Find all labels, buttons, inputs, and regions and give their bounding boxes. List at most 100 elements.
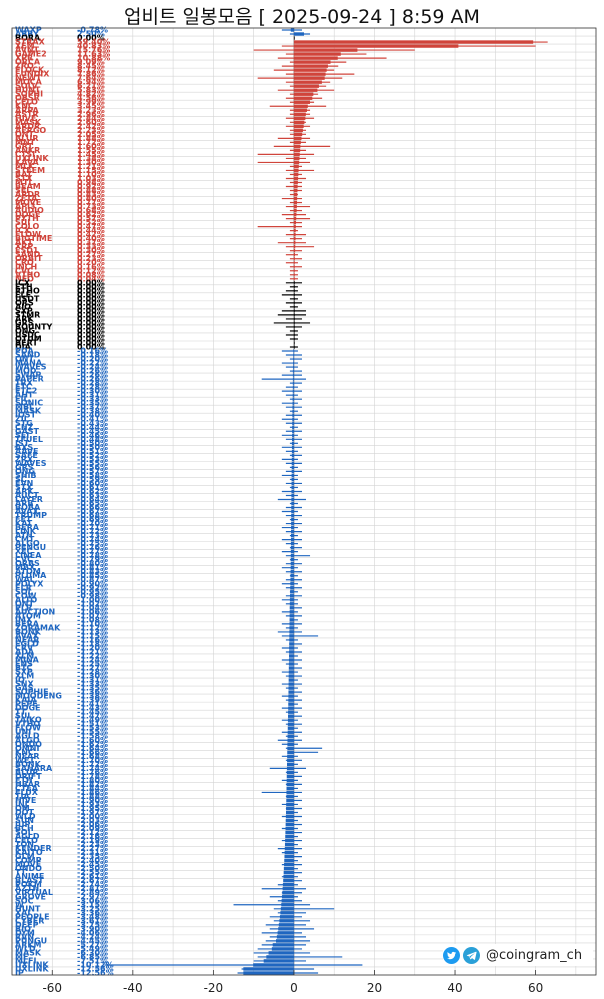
- row-label: FLR: [15, 583, 32, 592]
- bar: [291, 449, 294, 454]
- row-label: ATOM: [15, 611, 41, 620]
- pct-label: 2.60%: [77, 118, 105, 127]
- pct-label: -1.97%: [77, 808, 108, 817]
- row-label: PLUMA: [15, 571, 47, 580]
- pct-label: 3.99%: [77, 98, 105, 107]
- bar: [293, 120, 305, 125]
- pct-label: -1.70%: [77, 756, 108, 765]
- row-label: W: [15, 900, 24, 909]
- pct-label: -0.80%: [77, 559, 108, 568]
- bar: [293, 285, 295, 289]
- pct-label: 0.83%: [77, 190, 105, 199]
- row-label: PENGU: [15, 543, 46, 552]
- bar: [287, 746, 294, 750]
- bar: [289, 650, 294, 654]
- row-label: BERA: [15, 619, 40, 628]
- row-label: HIVE: [15, 114, 36, 123]
- row-label: USDT: [15, 294, 40, 303]
- bar: [290, 590, 294, 594]
- pct-label: -0.33%: [77, 395, 108, 404]
- bar: [293, 104, 308, 108]
- pct-label: -1.07%: [77, 611, 108, 620]
- row-label: ATOM: [15, 567, 41, 576]
- pct-label: -2.23%: [77, 840, 108, 849]
- row-label: SHIB: [15, 471, 37, 480]
- row-label: PDA: [15, 347, 35, 356]
- pct-label: -4.45%: [77, 936, 108, 945]
- row-label: TIA: [15, 792, 30, 801]
- pct-label: 0.33%: [77, 242, 105, 251]
- bar: [293, 168, 299, 173]
- bar: [293, 132, 303, 137]
- bar: [293, 204, 297, 209]
- row-label: BERT: [15, 338, 38, 347]
- pct-label: -12.56%: [77, 968, 114, 977]
- bar: [280, 911, 294, 915]
- bar: [280, 907, 294, 911]
- row-label: CYBER: [15, 916, 44, 925]
- row-label: BIO: [15, 924, 31, 933]
- pct-label: -0.78%: [77, 551, 108, 560]
- pct-label: -1.90%: [77, 796, 108, 805]
- pct-label: 0.00%: [77, 282, 105, 291]
- row-label: ADA: [15, 647, 35, 656]
- row-label: PUNGU: [15, 936, 47, 945]
- row-label: SUI: [15, 712, 30, 721]
- row-label: DRIFT: [15, 772, 42, 781]
- pct-label: -1.64%: [77, 744, 108, 753]
- pct-label: 1.03%: [77, 174, 105, 183]
- bar: [292, 373, 294, 377]
- row-label: ETH: [15, 776, 33, 785]
- pct-label: -1.16%: [77, 635, 108, 644]
- bar: [293, 257, 295, 261]
- row-label: ONDO: [15, 740, 42, 749]
- row-label: IP: [15, 968, 24, 977]
- pct-label: 5.83%: [77, 86, 105, 95]
- row-label: WLD: [15, 944, 36, 953]
- row-label: COW: [15, 591, 37, 600]
- pct-label: 0.44%: [77, 226, 105, 235]
- bar: [284, 862, 294, 867]
- bar: [291, 477, 294, 482]
- pct-label: -0.31%: [77, 391, 108, 400]
- pct-label: -1.18%: [77, 639, 108, 648]
- pct-label: 0.52%: [77, 218, 105, 227]
- pct-label: -1.31%: [77, 676, 108, 685]
- row-label: SUN: [15, 816, 34, 825]
- row-label: DOGE: [15, 210, 40, 219]
- row-label: BLUR: [15, 134, 39, 143]
- pct-label: -0.52%: [77, 451, 108, 460]
- pct-label: -1.30%: [77, 672, 108, 681]
- bar: [272, 943, 294, 947]
- row-label: GRT: [15, 142, 33, 151]
- pct-label: -0.66%: [77, 503, 108, 512]
- row-label: MBL: [15, 403, 34, 412]
- pct-label: -0.87%: [77, 575, 108, 584]
- pct-label: -2.81%: [77, 884, 108, 893]
- pct-label: -0.67%: [77, 507, 108, 516]
- row-label: UXLINK: [15, 960, 49, 969]
- pct-label: 1.30%: [77, 158, 105, 167]
- bar: [293, 196, 298, 201]
- row-label: MLFI: [15, 956, 37, 965]
- bar: [286, 766, 294, 771]
- bar: [289, 614, 294, 618]
- bar: [289, 606, 294, 610]
- bar: [290, 574, 294, 578]
- row-label: ETC: [15, 383, 32, 392]
- row-label: BEAM: [15, 182, 41, 191]
- row-label: AGLD: [15, 832, 40, 841]
- row-label: ANKR: [15, 146, 40, 155]
- row-label: ZIL: [15, 415, 29, 424]
- bar: [290, 537, 294, 542]
- bar: [287, 726, 294, 730]
- row-label: BERA: [15, 523, 40, 532]
- row-label: BAT: [15, 170, 33, 179]
- bar: [293, 88, 318, 92]
- pct-label: -1.25%: [77, 660, 108, 669]
- pct-label: -1.78%: [77, 772, 108, 781]
- bar: [293, 184, 298, 189]
- pct-label: 0.00%: [77, 326, 105, 335]
- row-label: AUDIO: [15, 206, 44, 215]
- row-label: ARDR: [15, 190, 40, 199]
